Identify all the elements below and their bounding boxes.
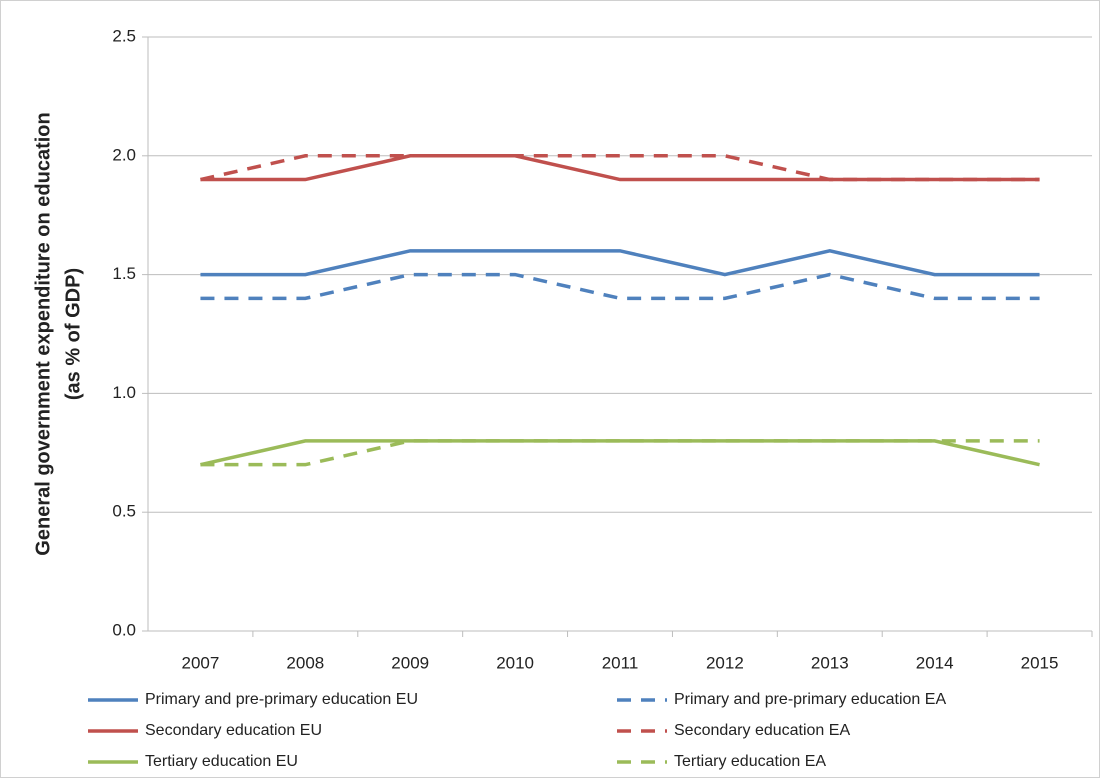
x-tick-label: 2013 (811, 653, 849, 672)
legend-label: Secondary education EA (674, 722, 850, 739)
x-tick-label: 2008 (286, 653, 324, 672)
y-tick-label: 1.0 (112, 383, 136, 402)
legend-label: Primary and pre-primary education EU (145, 691, 418, 708)
y-tick-label: 0.0 (112, 620, 136, 639)
y-tick-label: 1.5 (112, 264, 136, 283)
legend-label: Secondary education EU (145, 722, 322, 739)
x-tick-label: 2009 (391, 653, 429, 672)
series-line (200, 249, 1040, 277)
series-line (200, 272, 1040, 301)
y-tick-label: 0.5 (112, 502, 136, 521)
x-tick-label: 2012 (706, 653, 744, 672)
y-tick-label: 2.0 (112, 145, 136, 164)
x-tick-label: 2011 (602, 653, 639, 672)
y-axis-title: General government expenditure on educat… (32, 112, 84, 555)
x-tick-label: 2015 (1021, 653, 1059, 672)
x-tick-label: 2014 (916, 653, 954, 672)
legend-label: Tertiary education EU (145, 753, 298, 770)
series-line (200, 154, 1040, 182)
x-tick-label: 2007 (182, 653, 220, 672)
legend-label: Primary and pre-primary education EA (674, 691, 946, 708)
y-tick-label: 2.5 (112, 26, 136, 45)
y-axis-title-line: General government expenditure on educat… (32, 112, 54, 555)
series-line (200, 439, 1040, 467)
x-tick-label: 2010 (496, 653, 534, 672)
legend-label: Tertiary education EA (674, 753, 826, 770)
y-axis-title-line: (as % of GDP) (62, 268, 84, 400)
